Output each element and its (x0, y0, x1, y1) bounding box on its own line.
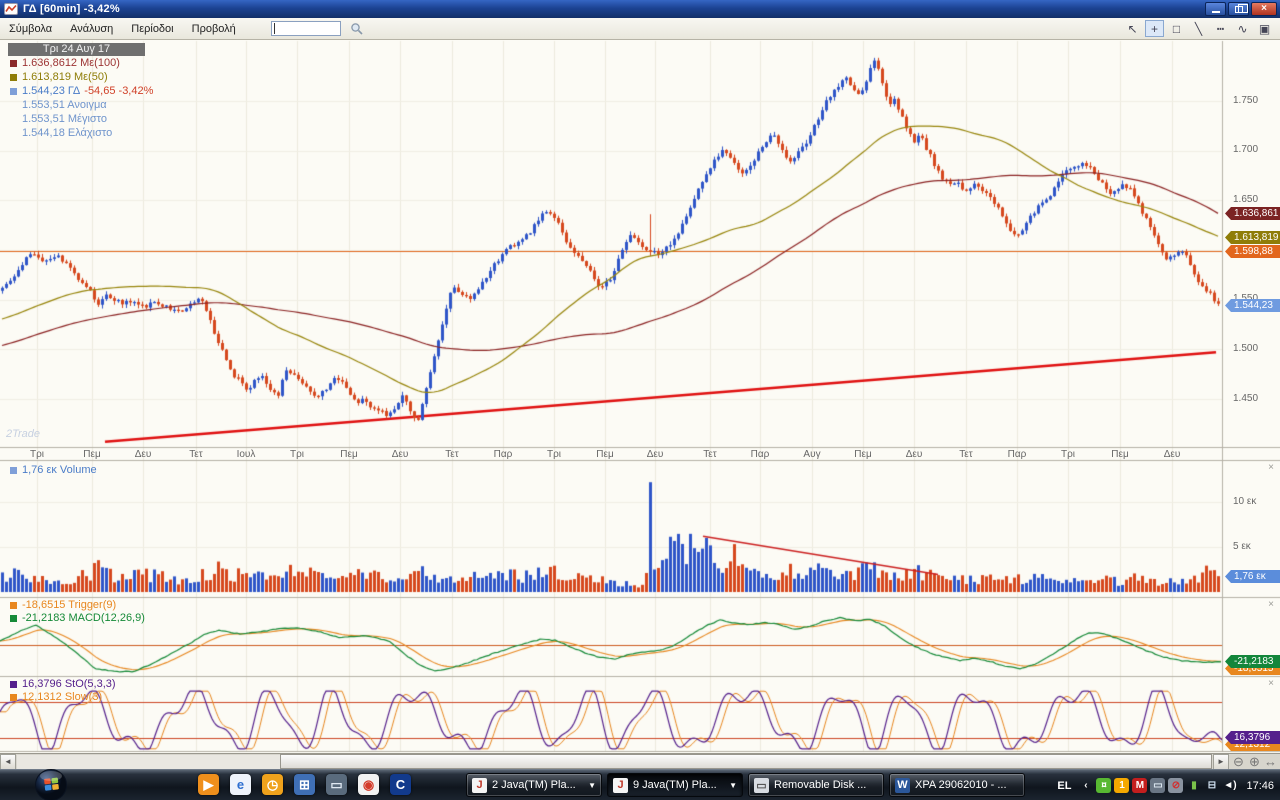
volume-close-icon[interactable]: × (1268, 462, 1274, 473)
toolbar-icon[interactable]: ╲ (1194, 21, 1203, 36)
minimize-button[interactable] (1205, 2, 1226, 16)
toolbar-icon[interactable]: ∿ (1237, 21, 1248, 36)
titlebar: ΓΔ [60min] -3,42% × (0, 0, 1280, 18)
taskbar-button[interactable]: W XPA 29062010 - ... (889, 773, 1025, 797)
network-icon[interactable]: ⊟ (1207, 780, 1217, 791)
toolbar-icon[interactable]: ↖ (1127, 21, 1138, 36)
minimize-icon (1211, 11, 1220, 13)
menu-item[interactable]: Προβολή (191, 22, 236, 35)
media-player-icon[interactable]: ▶ (198, 774, 219, 795)
clock-icon[interactable]: ◷ (262, 774, 283, 795)
word-icon: W (895, 777, 910, 793)
taskbar-button[interactable]: J 2 Java(TM) Pla... ▼ (466, 773, 602, 797)
scroll-right-button[interactable]: ► (1213, 754, 1229, 770)
toolbar-icon[interactable]: ▣ (1258, 21, 1271, 36)
text-caret (273, 23, 275, 34)
taskbar-button-label: Removable Disk ... (774, 779, 867, 791)
battery-icon[interactable]: ▮ (1191, 780, 1197, 791)
windows-flag-icon (44, 777, 59, 791)
stoch-close-icon[interactable]: × (1268, 678, 1274, 689)
window-title: ΓΔ [60min] -3,42% (23, 3, 120, 15)
fit-width-button[interactable]: ↔ (1264, 754, 1277, 769)
menu-item[interactable]: Σύμβολα (9, 22, 53, 35)
restore-icon (1234, 4, 1248, 13)
menubar: Σύμβολα Ανάλυση Περίοδοι Προβολή ↖ + □ ╲ ┅ ∿ ▣ (0, 18, 1280, 40)
show-desktop-icon[interactable]: ▭ (326, 774, 347, 795)
drive-icon: ▭ (754, 777, 769, 793)
java-icon: J (472, 777, 487, 793)
restore-button[interactable] (1228, 2, 1249, 16)
c-app-icon[interactable]: C (390, 774, 411, 795)
internet-explorer-icon[interactable]: e (230, 774, 251, 795)
volume-icon[interactable]: ◄) (1223, 780, 1237, 791)
toolbar-icon[interactable]: ┅ (1216, 21, 1225, 36)
toolbar-icon[interactable]: □ (1172, 21, 1181, 36)
taskbar-button-label: XPA 29062010 - ... (915, 779, 1007, 791)
scroll-left-button[interactable]: ◄ (0, 754, 16, 770)
wireless-icon[interactable]: ¤ (1096, 778, 1112, 793)
scroll-thumb[interactable] (280, 754, 1212, 769)
taskbar-button-label: 2 Java(TM) Pla... (492, 779, 576, 791)
menu-item[interactable]: Ανάλυση (70, 22, 114, 35)
macd-close-icon[interactable]: × (1268, 599, 1274, 610)
chrome-icon[interactable]: ◉ (358, 774, 379, 795)
java-update-icon[interactable]: 1 (1114, 778, 1130, 793)
mcafee-icon[interactable]: M (1132, 778, 1148, 793)
taskbar: ▶ e ◷ ⊞ ▭ ◉ C J 2 Java(TM) Pla... ▼ J 9 Java(T… (0, 769, 1280, 800)
chart-area: Τρι 24 Αυγ 17 1.636,8612 Με(100) 1.613,8… (0, 40, 1280, 753)
toolbar-icon[interactable]: + (1145, 20, 1164, 37)
tray-clock[interactable]: 17:46 (1246, 779, 1274, 792)
taskbar-button-dropdown-icon[interactable]: ▼ (729, 780, 737, 790)
app-icon (4, 3, 18, 15)
close-button[interactable]: × (1251, 2, 1277, 16)
display-off-icon[interactable]: ⊘ (1168, 778, 1184, 793)
system-tray: EL ‹ ¤ 1 M ▭ ⊘ ▮ ⊟ ◄) 17:46 (1057, 770, 1274, 800)
taskbar-button-dropdown-icon[interactable]: ▼ (588, 780, 596, 790)
menu-item[interactable]: Περίοδοι (131, 22, 174, 35)
taskbar-button-label: 9 Java(TM) Pla... (633, 779, 717, 791)
scroll-track[interactable] (17, 755, 280, 769)
collapse-arrow-icon[interactable]: ‹ (1084, 780, 1088, 791)
windows-cascade-icon[interactable]: ⊞ (294, 774, 315, 795)
chart-canvas[interactable] (0, 40, 1280, 753)
taskbar-button[interactable]: J 9 Java(TM) Pla... ▼ (607, 773, 743, 797)
start-button[interactable] (34, 768, 68, 800)
language-indicator[interactable]: EL (1057, 779, 1072, 792)
java-icon: J (613, 777, 628, 793)
taskbar-button[interactable]: ▭ Removable Disk ... (748, 773, 884, 797)
zoom-out-button[interactable]: ⊖ (1233, 754, 1244, 769)
chart-scrollbar[interactable]: ◄ ► ⊖ ⊕ ↔ (0, 753, 1280, 770)
display-icon[interactable]: ▭ (1150, 778, 1166, 793)
zoom-in-button[interactable]: ⊕ (1249, 754, 1260, 769)
symbol-search-input[interactable] (270, 21, 341, 36)
search-icon[interactable] (350, 22, 364, 36)
